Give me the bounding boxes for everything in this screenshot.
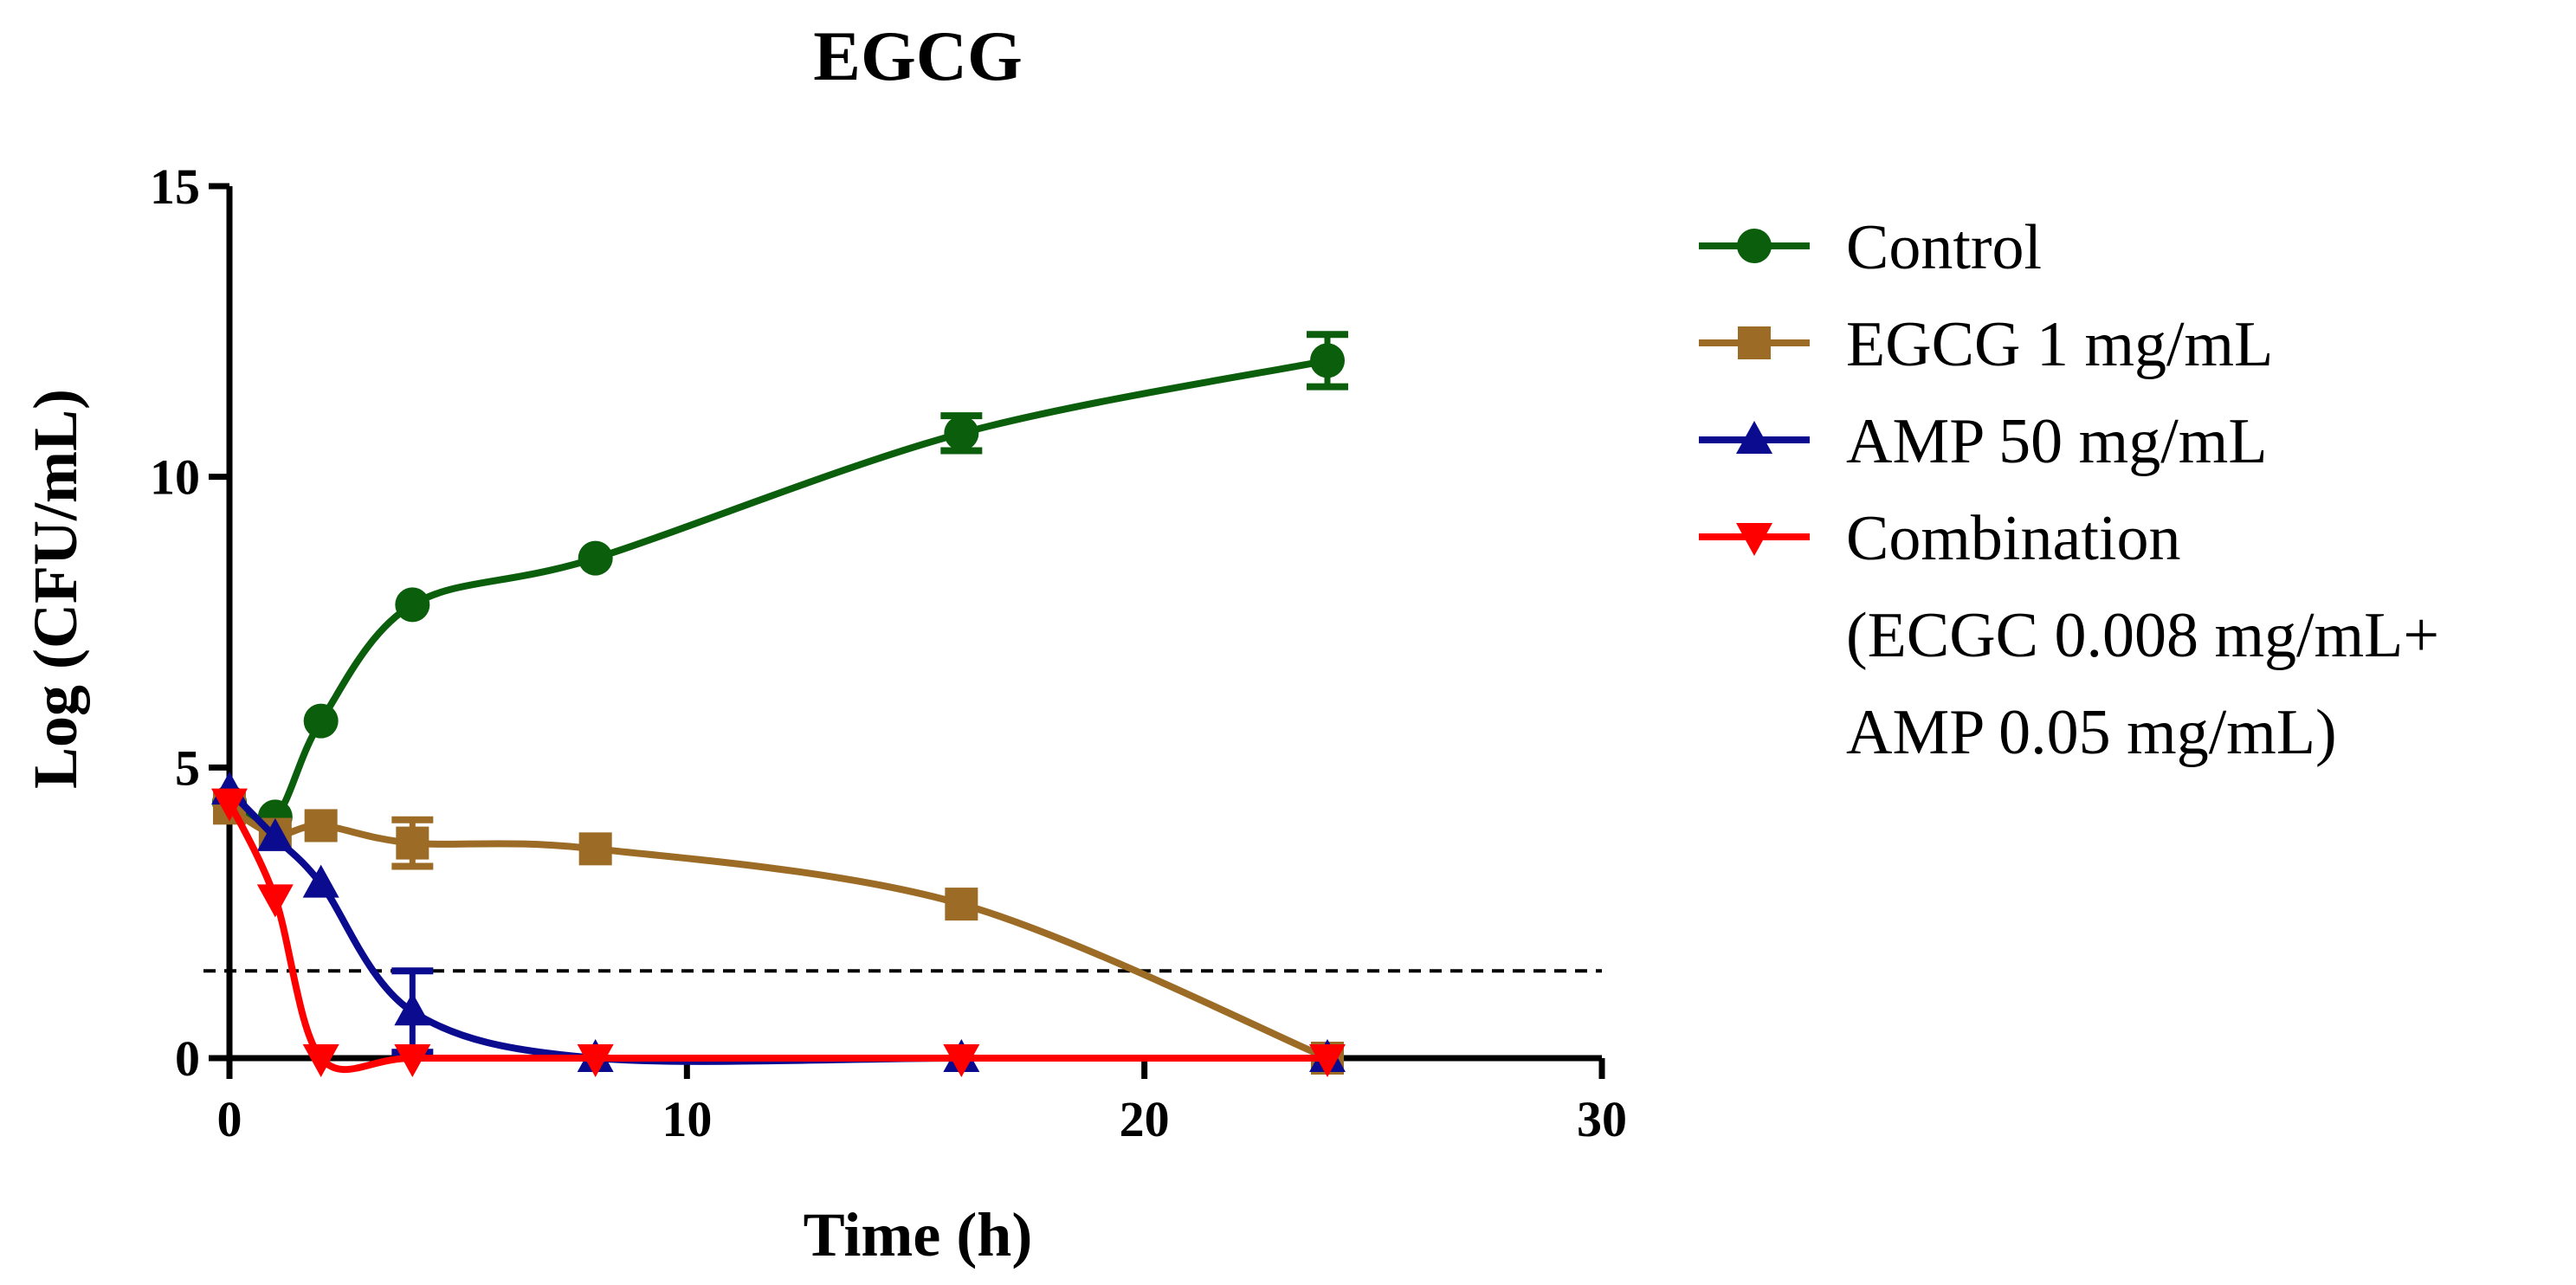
series-control [212,331,1348,835]
chart-title: EGCG [813,16,1022,95]
legend-label-combination: (ECGC 0.008 mg/mL+ [1846,600,2439,671]
series-line-amp-50-mg-ml [227,788,1327,1065]
data-point-combination [943,1044,980,1077]
data-point-combination [211,788,248,822]
data-point-combination [302,1044,339,1077]
legend-item-egcg-1-mg-ml: EGCG 1 mg/mL [1699,309,2273,380]
legend: Control EGCG 1 mg/mL AMP 50 mg/mL Combinati… [1699,212,2439,768]
data-point-combination [256,884,294,918]
data-point-egcg-1-mg-ml [304,809,338,843]
data-point-control [944,416,979,451]
legend-label-egcg-1-mg-ml: EGCG 1 mg/mL [1846,309,2273,380]
legend-label-combination: Combination [1846,503,2180,574]
series-combination [211,788,1346,1077]
y-tick-label: 5 [175,739,200,796]
legend-label-combination: AMP 0.05 mg/mL) [1846,697,2337,768]
data-point-amp-50-mg-ml [256,817,294,851]
series-egcg-1-mg-ml [213,791,1344,1075]
data-point-control [1310,343,1345,378]
legend-item-amp-50-mg-ml: AMP 50 mg/mL [1699,406,2268,477]
series-line-egcg-1-mg-ml [227,804,1329,1062]
x-tick-label: 20 [1120,1091,1170,1147]
data-point-control [303,703,339,739]
data-point-control [395,587,430,623]
data-point-egcg-1-mg-ml [945,888,978,921]
plot-area: 0 5 10 15 0 10 20 30 [150,158,1627,1147]
data-point-egcg-1-mg-ml [396,826,429,860]
legend-marker-combination [1736,523,1772,556]
series-line-control [228,357,1328,824]
x-tick-label: 10 [662,1091,712,1147]
y-tick-label: 15 [150,158,200,215]
x-axis-label: Time (h) [804,1200,1033,1269]
data-point-combination [394,1044,431,1077]
legend-marker-control [1737,229,1772,263]
data-point-combination [577,1044,614,1077]
legend-marker-egcg-1-mg-ml [1738,326,1771,359]
x-tick-label: 30 [1577,1091,1627,1147]
series-amp-50-mg-ml [211,772,1346,1072]
data-point-amp-50-mg-ml [394,992,431,1026]
y-tick-label: 10 [150,449,200,506]
legend-item-combination: Combination (ECGC 0.008 mg/mL+ AMP 0.05 mg… [1699,503,2439,768]
legend-item-control: Control [1699,212,2042,283]
x-tick-label: 0 [217,1091,242,1147]
y-tick-label: 0 [175,1030,200,1087]
legend-marker-amp-50-mg-ml [1736,421,1772,454]
data-point-control [578,540,613,576]
y-axis-label: Log (CFU/mL) [21,389,90,789]
data-point-combination [1309,1044,1346,1077]
legend-label-control: Control [1846,212,2042,283]
legend-label-amp-50-mg-ml: AMP 50 mg/mL [1846,406,2268,477]
data-point-egcg-1-mg-ml [578,832,612,866]
data-point-amp-50-mg-ml [302,864,339,898]
series-line-combination [226,800,1327,1074]
